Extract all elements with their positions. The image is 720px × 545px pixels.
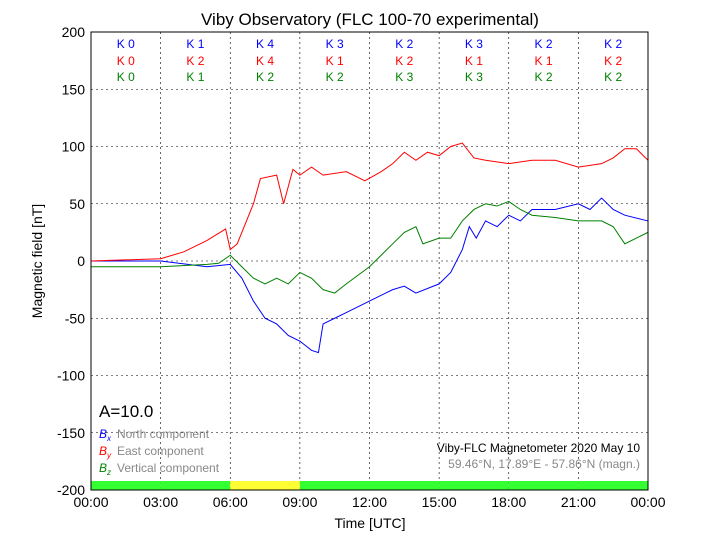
legend-symbol: Bz [99,461,111,477]
activity-bar-segment [508,481,579,490]
x-tick-label: 00:00 [630,494,665,510]
k-index-y: K 1 [326,54,344,68]
k-index-x: K 3 [326,37,344,51]
series-line-bz [91,200,649,294]
y-tick-label: 50 [69,196,85,212]
chart-title: Viby Observatory (FLC 100-70 experimenta… [201,10,539,29]
activity-bar-segment [439,481,509,490]
legend-symbol: Bx [99,427,112,443]
activity-bar-segment [160,481,231,490]
y-tick-label: 100 [62,139,86,155]
x-tick-label: 06:00 [213,494,248,510]
k-index-z: K 2 [326,70,344,84]
k-index-x: K 2 [395,37,413,51]
k-index-z: K 1 [186,70,204,84]
y-tick-label: 0 [77,253,85,269]
legend-subscript: x [106,434,112,443]
k-index-x: K 2 [535,37,553,51]
activity-bar-segment [578,481,648,490]
y-tick-label: -200 [57,482,85,498]
annotation: Viby-FLC Magnetometer 2020 May 10 [437,441,641,455]
k-index-y: K 2 [604,54,622,68]
location: 59.46°N, 17.89°E - 57.86°N (magn.) [448,457,640,471]
k-index-x: K 2 [604,37,622,51]
y-tick-label: 150 [62,81,86,97]
legend-label: Vertical component [117,461,220,475]
x-axis-label: Time [UTC] [334,515,405,531]
series-line-bx [91,197,649,354]
legend-subscript: y [106,451,112,460]
k-index-z: K 2 [604,70,622,84]
y-tick-label: 200 [62,24,86,40]
legend-label: North component [117,427,210,441]
x-tick-label: 12:00 [352,494,387,510]
x-tick-label: 09:00 [282,494,317,510]
k-index-y: K 2 [395,54,413,68]
y-tick-label: -150 [57,425,85,441]
k-index-y: K 1 [535,54,553,68]
x-tick-label: 18:00 [491,494,526,510]
activity-bar-segment [299,481,370,490]
k-index-y: K 4 [256,54,274,68]
x-tick-label: 15:00 [422,494,457,510]
series-line-by [90,142,649,262]
k-index-x: K 4 [256,37,274,51]
k-index-z: K 2 [256,70,274,84]
x-tick-label: 00:00 [73,494,108,510]
k-index-z: K 0 [117,70,135,84]
k-index-z: K 2 [535,70,553,84]
x-tick-label: 03:00 [143,494,178,510]
k-index-x: K 3 [465,37,483,51]
activity-bar-segment [369,481,440,490]
legend-label: East component [117,444,204,458]
activity-bar-segment [91,481,161,490]
a-index: A=10.0 [99,402,153,421]
k-index-x: K 1 [186,37,204,51]
y-axis-label: Magnetic field [nT] [29,204,45,318]
k-index-y: K 2 [186,54,204,68]
x-tick-label: 21:00 [561,494,596,510]
k-index-y: K 1 [465,54,483,68]
k-index-z: K 3 [465,70,483,84]
activity-bar-segment [230,481,300,490]
legend-symbol: By [99,444,112,460]
legend-subscript: z [106,468,111,477]
k-index-z: K 3 [395,70,413,84]
k-index-y: K 0 [117,54,135,68]
plot-frame [90,31,649,491]
k-index-x: K 0 [117,37,135,51]
y-tick-label: -50 [65,310,85,326]
y-tick-label: -100 [57,368,85,384]
